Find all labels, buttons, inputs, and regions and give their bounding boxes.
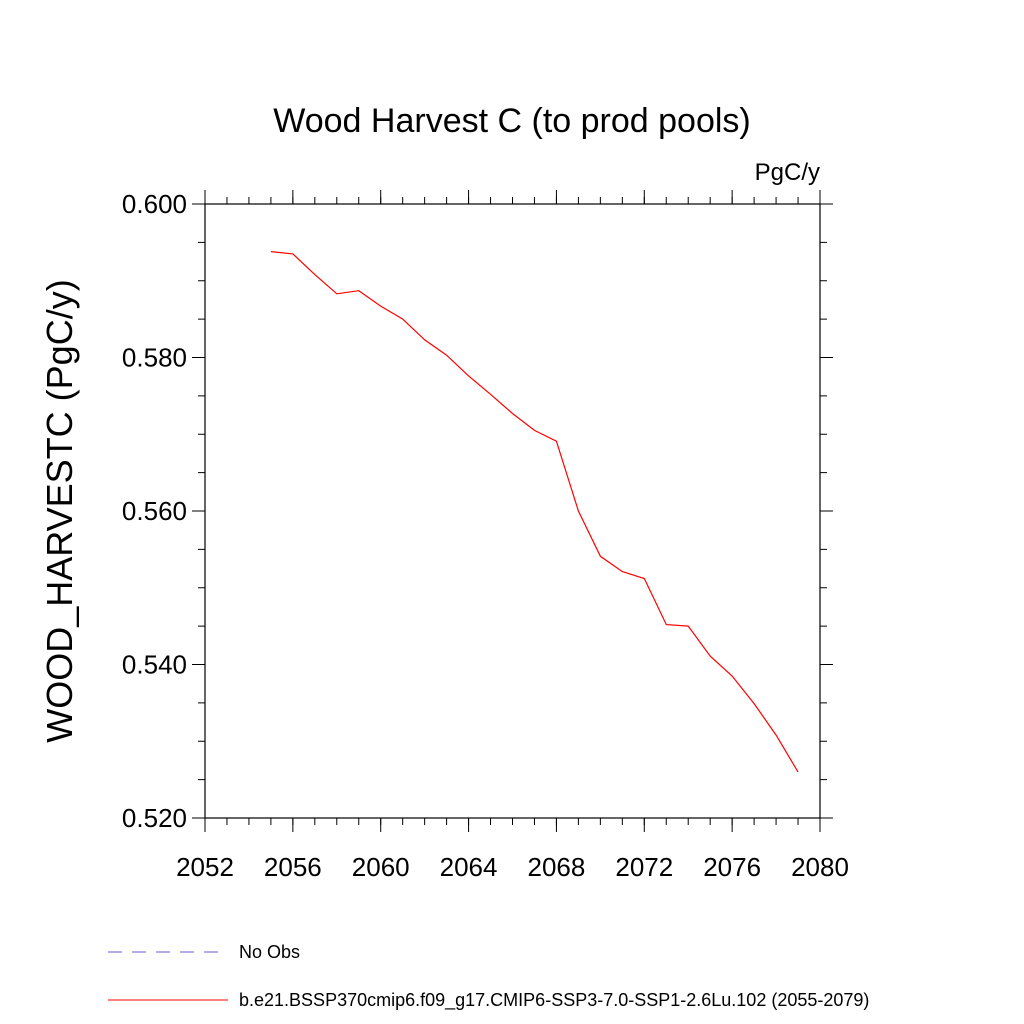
x-tick-label: 2060 — [352, 852, 410, 882]
x-tick-label: 2056 — [264, 852, 322, 882]
y-tick-label: 0.540 — [122, 650, 187, 680]
x-tick-label: 2052 — [176, 852, 234, 882]
tick-labels: 0.520 0.540 0.560 0.580 0.600 2052 2056 2060 206… — [122, 189, 849, 882]
y-tick-label: 0.580 — [122, 343, 187, 373]
series-group — [270, 251, 799, 773]
legend: No Obs b.e21.BSSP370cmip6.f09_g17.CMIP6-S… — [108, 942, 869, 1011]
x-tick-label: 2064 — [440, 852, 498, 882]
x-tick-label: 2072 — [615, 852, 673, 882]
series-line — [270, 251, 799, 773]
x-tick-label: 2080 — [791, 852, 849, 882]
legend-label: b.e21.BSSP370cmip6.f09_g17.CMIP6-SSP3-7.… — [239, 990, 869, 1011]
y-tick-label: 0.560 — [122, 496, 187, 526]
plot-frame — [204, 203, 821, 819]
y-axis-label: WOOD_HARVESTC (PgC/y) — [39, 279, 80, 742]
units-label: PgC/y — [755, 159, 820, 186]
y-tick-label: 0.600 — [122, 189, 187, 219]
axis-ticks — [192, 190, 833, 832]
legend-label: No Obs — [239, 942, 300, 962]
chart-title: Wood Harvest C (to prod pools) — [273, 102, 750, 140]
y-tick-label: 0.520 — [122, 803, 187, 833]
x-tick-label: 2076 — [703, 852, 761, 882]
x-tick-label: 2068 — [528, 852, 586, 882]
